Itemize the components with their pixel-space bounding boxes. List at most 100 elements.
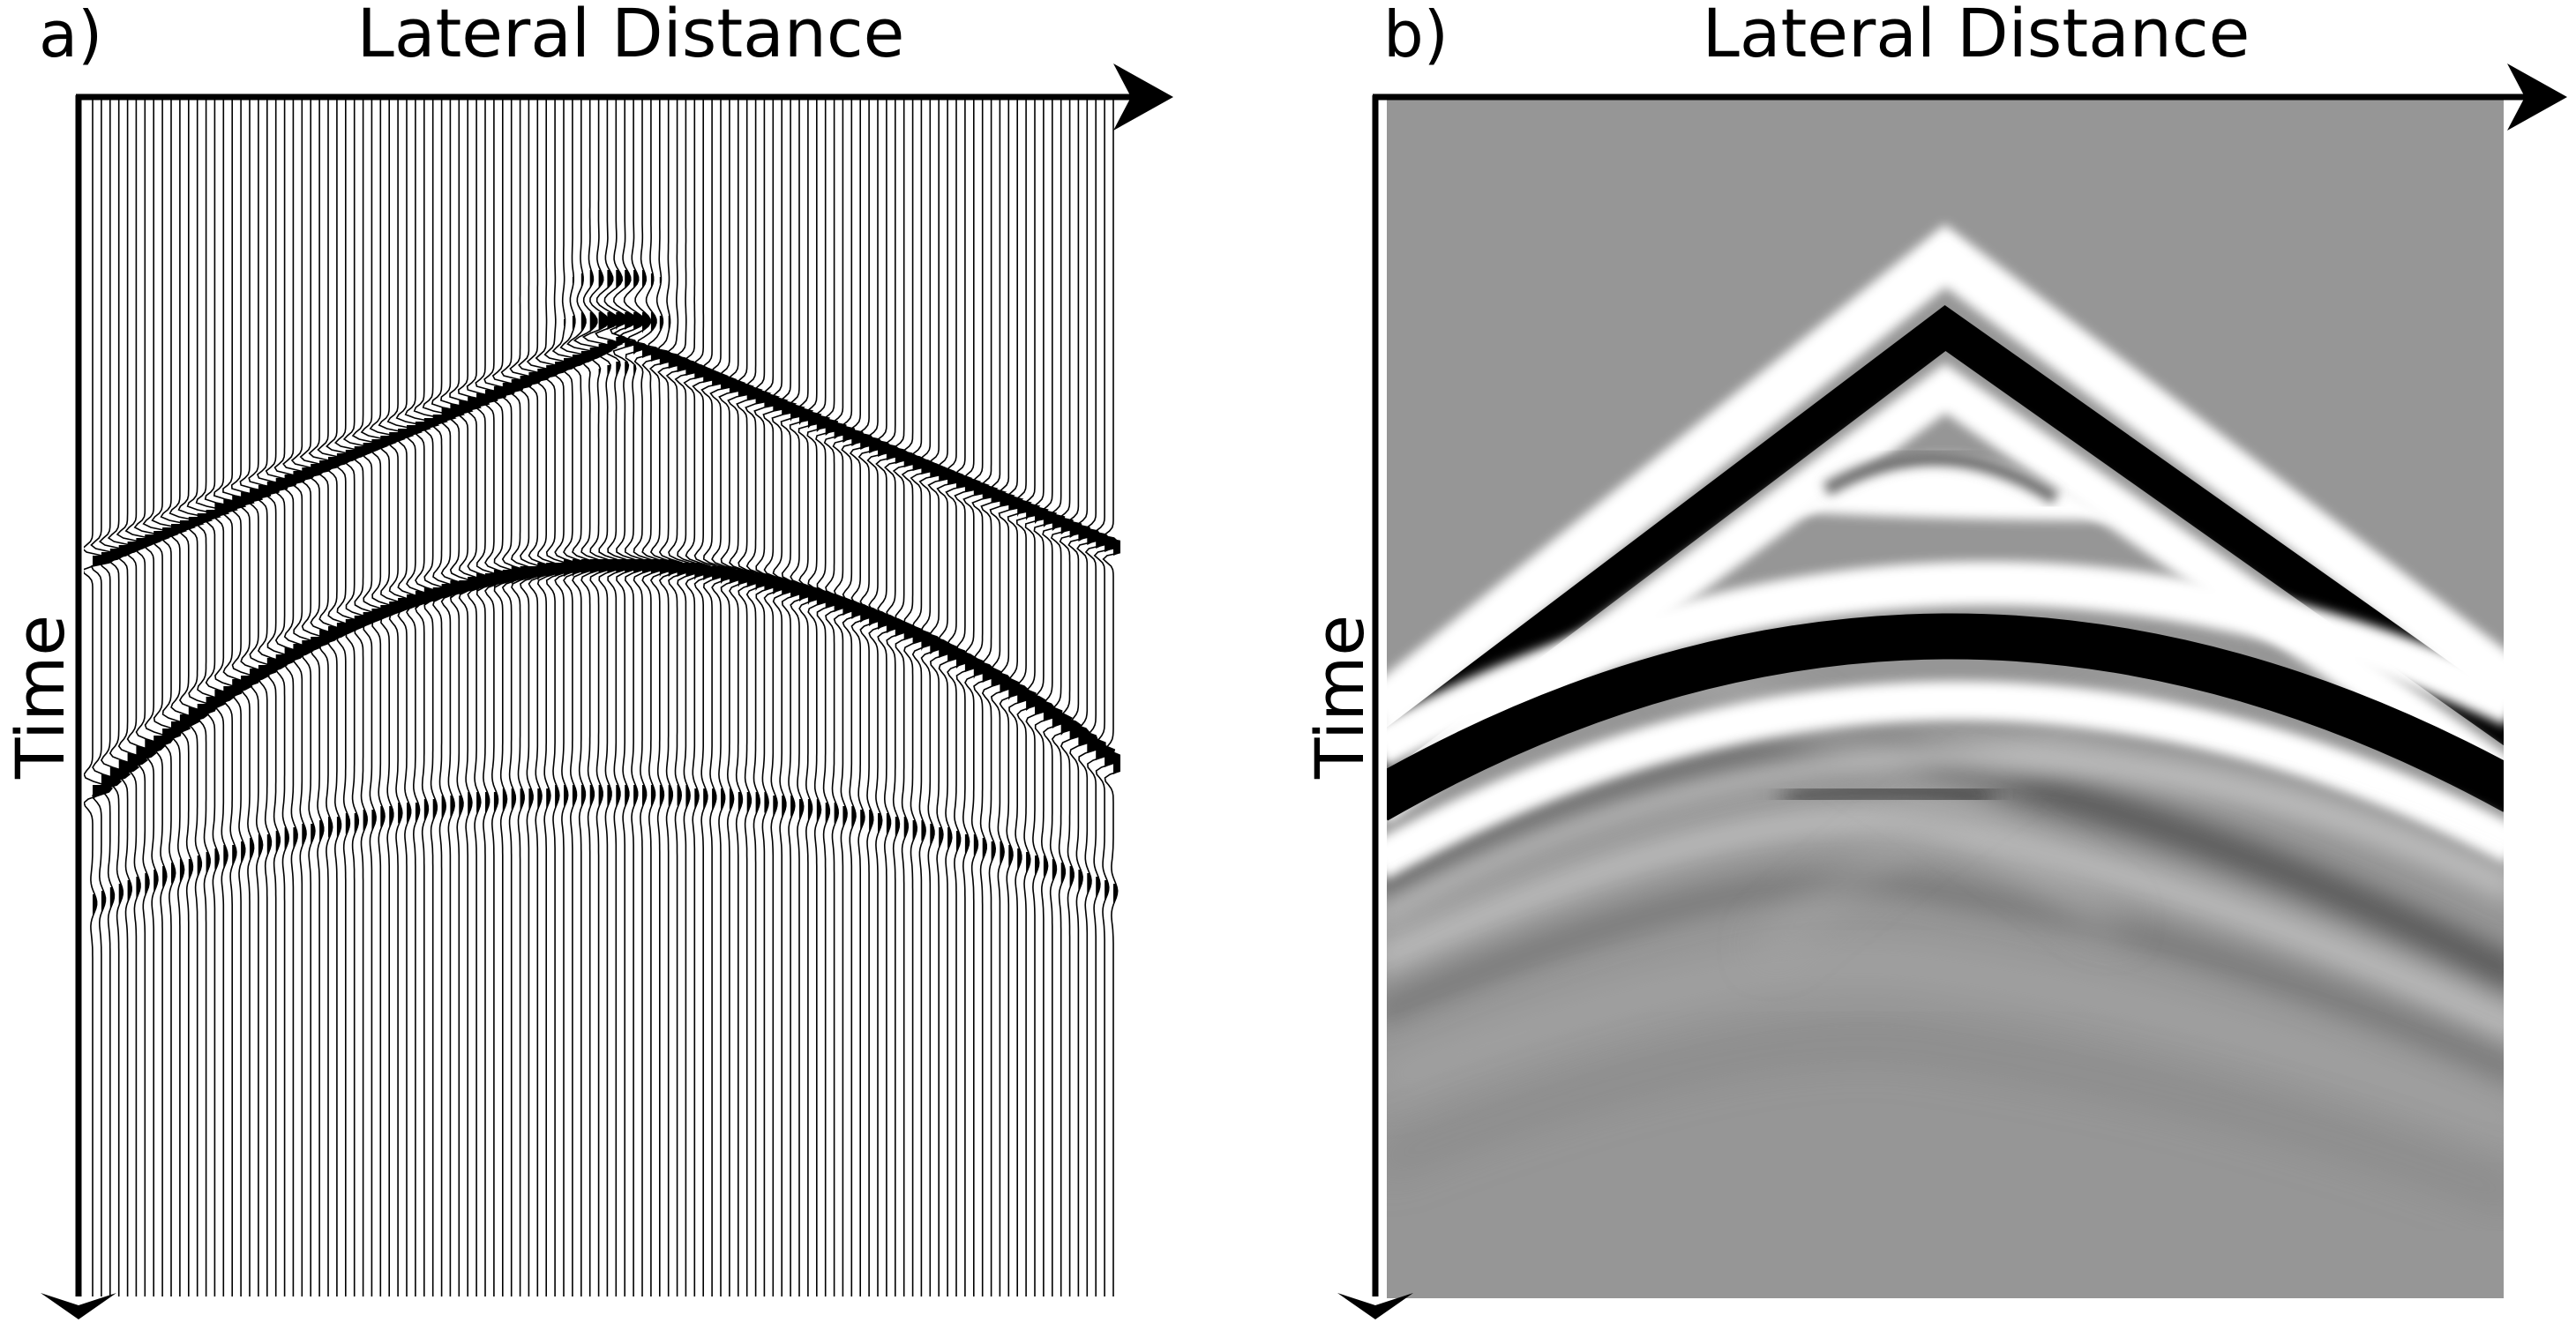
wiggle-trace <box>857 97 893 1296</box>
panel-b: b) Lateral Distance Time <box>1300 0 2567 1319</box>
reflection-black <box>1387 613 2504 821</box>
wiggle-trace <box>595 97 626 1296</box>
wiggle-trace-fill <box>101 552 124 912</box>
wiggle-trace-fill <box>1105 542 1120 901</box>
wiggle-trace <box>448 97 482 1296</box>
wiggle-trace <box>612 97 644 1296</box>
wiggle-trace-fill <box>415 422 438 824</box>
wiggle-trace-fill <box>232 496 254 866</box>
wiggle-trace-fill <box>319 460 342 841</box>
wiggle-trace-fill <box>154 531 177 891</box>
wiggle-trace-fill <box>677 362 700 806</box>
wiggle-trace <box>573 97 613 1296</box>
wiggle-trace <box>559 97 598 1296</box>
wiggle-trace <box>151 97 188 1296</box>
wiggle-trace <box>483 97 516 1296</box>
wiggle-trace <box>551 97 589 1296</box>
wiggle-trace <box>308 97 344 1296</box>
panel-b-x-axis-label: Lateral Distance <box>1703 0 2250 72</box>
wiggle-trace <box>665 97 702 1296</box>
wiggle-trace <box>142 97 179 1296</box>
wiggle-trace-fill <box>450 404 472 817</box>
wiggle-trace-fill <box>336 453 360 838</box>
wiggle-trace <box>700 97 738 1296</box>
wiggle-trace <box>674 97 711 1296</box>
wiggle-trace <box>204 97 238 1296</box>
reflection-gray-tail <box>1387 745 2504 924</box>
wiggle-trace <box>656 97 693 1296</box>
wiggle-trace <box>342 97 379 1296</box>
wiggle-trace <box>230 97 264 1296</box>
wiggle-trace <box>160 97 197 1296</box>
wiggle-trace-fill <box>398 429 421 824</box>
late-event-dark-2 <box>1387 869 2504 1081</box>
wiggle-trace <box>954 97 990 1296</box>
wiggle-trace <box>168 97 205 1296</box>
wiggle-trace-fill <box>1000 496 1022 866</box>
wiggle-trace <box>566 97 606 1296</box>
late-event-dark-1 <box>1387 737 2504 990</box>
panel-b-image <box>1387 97 2504 1298</box>
wiggle-trace <box>360 97 397 1296</box>
panel-a-x-arrow-icon <box>1113 64 1173 131</box>
wiggle-trace <box>753 97 789 1296</box>
wiggle-trace <box>962 97 999 1296</box>
wiggle-trace-fill <box>1087 531 1109 894</box>
wiggle-trace <box>788 97 822 1296</box>
panel-a-traces <box>84 97 1120 1296</box>
reflection-white-above <box>1387 561 2504 769</box>
wiggle-trace <box>116 97 153 1296</box>
wiggle-trace-fill <box>1026 506 1048 873</box>
wiggle-trace <box>543 97 580 1296</box>
wiggle-trace <box>422 97 457 1296</box>
wiggle-trace <box>997 97 1032 1296</box>
wiggle-trace-fill <box>136 538 160 898</box>
wiggle-trace <box>369 97 406 1296</box>
wiggle-trace <box>256 97 289 1296</box>
wiggle-trace <box>299 97 335 1296</box>
wiggle-trace <box>351 97 388 1296</box>
wiggle-trace <box>326 97 362 1296</box>
wiggle-trace <box>265 97 298 1296</box>
wiggle-trace <box>500 97 535 1296</box>
wiggle-trace <box>735 97 772 1296</box>
wiggle-trace <box>386 97 423 1296</box>
panel-a-y-axis-label: Time <box>1 615 79 780</box>
wiggle-trace <box>1076 97 1111 1296</box>
wiggle-trace <box>770 97 805 1296</box>
wiggle-trace <box>317 97 353 1296</box>
wiggle-trace <box>133 97 170 1296</box>
wiggle-trace <box>805 97 839 1296</box>
wiggle-trace-fill <box>380 436 404 827</box>
wiggle-trace-fill <box>1113 545 1120 905</box>
wiggle-trace-fill <box>580 273 604 806</box>
panel-a-y-arrow-icon <box>41 1293 116 1319</box>
wiggle-trace-fill <box>607 270 626 806</box>
panel-b-y-axis <box>1337 95 1413 1319</box>
wiggle-trace <box>1059 97 1092 1296</box>
wiggle-trace-fill <box>345 450 369 834</box>
wiggle-trace <box>1023 97 1058 1296</box>
panel-a-x-axis <box>76 64 1173 131</box>
wiggle-trace-fill <box>407 425 430 824</box>
wiggle-trace <box>1093 97 1120 1296</box>
wiggle-trace <box>625 97 664 1296</box>
wiggle-trace <box>177 97 213 1296</box>
wiggle-trace-fill <box>537 369 560 810</box>
wiggle-trace <box>333 97 371 1296</box>
wiggle-trace <box>439 97 474 1296</box>
panel-a-x-axis-label: Lateral Distance <box>357 0 905 72</box>
wiggle-trace <box>692 97 729 1296</box>
panel-b-x-arrow-icon <box>2507 64 2567 131</box>
wiggle-trace <box>927 97 964 1296</box>
late-event-light-1 <box>1387 807 2504 1038</box>
wiggle-trace-fill <box>520 376 543 810</box>
wiggle-trace-fill <box>109 549 133 908</box>
wiggle-trace <box>1015 97 1049 1296</box>
inner-diffraction-dark <box>1823 451 2060 504</box>
wiggle-trace-fill <box>363 443 386 831</box>
wiggle-trace <box>248 97 280 1296</box>
wiggle-trace <box>849 97 884 1296</box>
wiggle-trace <box>832 97 865 1296</box>
